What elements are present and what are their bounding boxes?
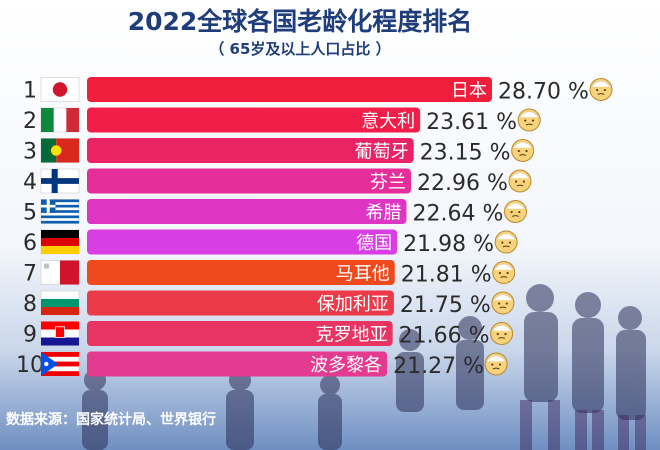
bar-category-label: 马耳他 <box>336 264 390 285</box>
greece-flag <box>40 199 80 224</box>
bar-row: 10 波多黎各 21.27 % <box>16 351 508 379</box>
rank-label: 1 <box>23 79 37 104</box>
elderly-face-icon <box>503 200 527 223</box>
bar <box>87 321 393 346</box>
puerto-rico-flag <box>40 351 80 377</box>
bar-value-label: 21.75 % <box>400 293 491 318</box>
bar-row: 8 保加利亚 21.75 % <box>23 290 515 318</box>
bar-row: 2 意大利 23.61 % <box>23 107 541 135</box>
elderly-face-icon <box>494 230 518 254</box>
bar <box>87 168 411 194</box>
elderly-face-icon <box>492 261 516 284</box>
bar-row: 3 葡萄牙 23.15 % <box>23 138 535 166</box>
data-source: 数据来源：国家统计局、世界银行 <box>6 412 216 428</box>
elderly-face-icon <box>517 108 541 132</box>
bar <box>87 351 388 377</box>
elderly-face-icon <box>491 291 515 315</box>
bar-category-label: 克罗地亚 <box>316 325 388 346</box>
elderly-face-icon <box>589 78 613 101</box>
bar <box>87 229 398 255</box>
bar-category-label: 希腊 <box>365 203 401 224</box>
bar-row: 9 克罗地亚 21.66 % <box>23 321 514 349</box>
portugal-flag <box>40 138 80 163</box>
rank-label: 8 <box>23 292 37 317</box>
bar-value-label: 28.70 % <box>498 80 589 105</box>
bar-row: 1 日本 28.70 % <box>23 77 613 105</box>
elderly-face-icon <box>508 169 532 193</box>
rank-label: 6 <box>23 231 37 256</box>
bar-category-label: 波多黎各 <box>310 355 382 376</box>
bar-value-label: 23.15 % <box>420 141 511 166</box>
rank-label: 7 <box>23 262 37 287</box>
bar-value-label: 22.64 % <box>412 202 503 227</box>
bar-value-label: 21.98 % <box>403 232 494 257</box>
chart-title: 2022全球各国老龄化程度排名 <box>127 7 473 36</box>
elderly-face-icon <box>490 322 514 345</box>
bar-row: 6 德国 21.98 % <box>23 229 518 257</box>
bar-category-label: 德国 <box>356 233 392 254</box>
chart-subtitle: （ 65岁及以上人口占比 ） <box>209 40 391 58</box>
bar-row: 4 芬兰 22.96 % <box>23 168 532 196</box>
bar-category-label: 葡萄牙 <box>355 142 409 163</box>
italy-flag <box>40 107 80 133</box>
bar-row: 7 马耳他 21.81 % <box>23 260 516 288</box>
rank-label: 10 <box>16 353 44 378</box>
bar-value-label: 21.81 % <box>401 263 492 288</box>
bar-category-label: 意大利 <box>361 111 415 132</box>
elderly-face-icon <box>511 139 535 162</box>
rank-label: 3 <box>23 140 37 165</box>
bar <box>87 260 395 285</box>
finland-flag <box>40 168 80 194</box>
bar-value-label: 22.96 % <box>417 171 508 196</box>
rank-label: 5 <box>23 201 37 226</box>
bar <box>87 138 414 163</box>
rank-label: 2 <box>23 109 37 134</box>
germany-flag <box>40 229 80 255</box>
bar-value-label: 23.61 % <box>426 110 517 135</box>
bar-category-label: 芬兰 <box>370 172 406 193</box>
malta-flag <box>40 260 80 285</box>
bar <box>87 77 492 102</box>
croatia-flag <box>40 321 80 346</box>
bar-value-label: 21.27 % <box>393 354 484 379</box>
bar-category-label: 日本 <box>451 81 487 102</box>
bar <box>87 199 407 224</box>
japan-flag <box>40 77 80 102</box>
bar-category-label: 保加利亚 <box>317 294 389 315</box>
bar-row: 5 希腊 22.64 % <box>23 199 527 227</box>
rank-label: 9 <box>23 323 37 348</box>
elderly-face-icon <box>484 352 508 376</box>
rank-label: 4 <box>23 170 37 195</box>
bulgaria-flag <box>40 290 80 316</box>
bar <box>87 290 394 316</box>
bar-value-label: 21.66 % <box>399 324 490 349</box>
bar <box>87 107 421 133</box>
